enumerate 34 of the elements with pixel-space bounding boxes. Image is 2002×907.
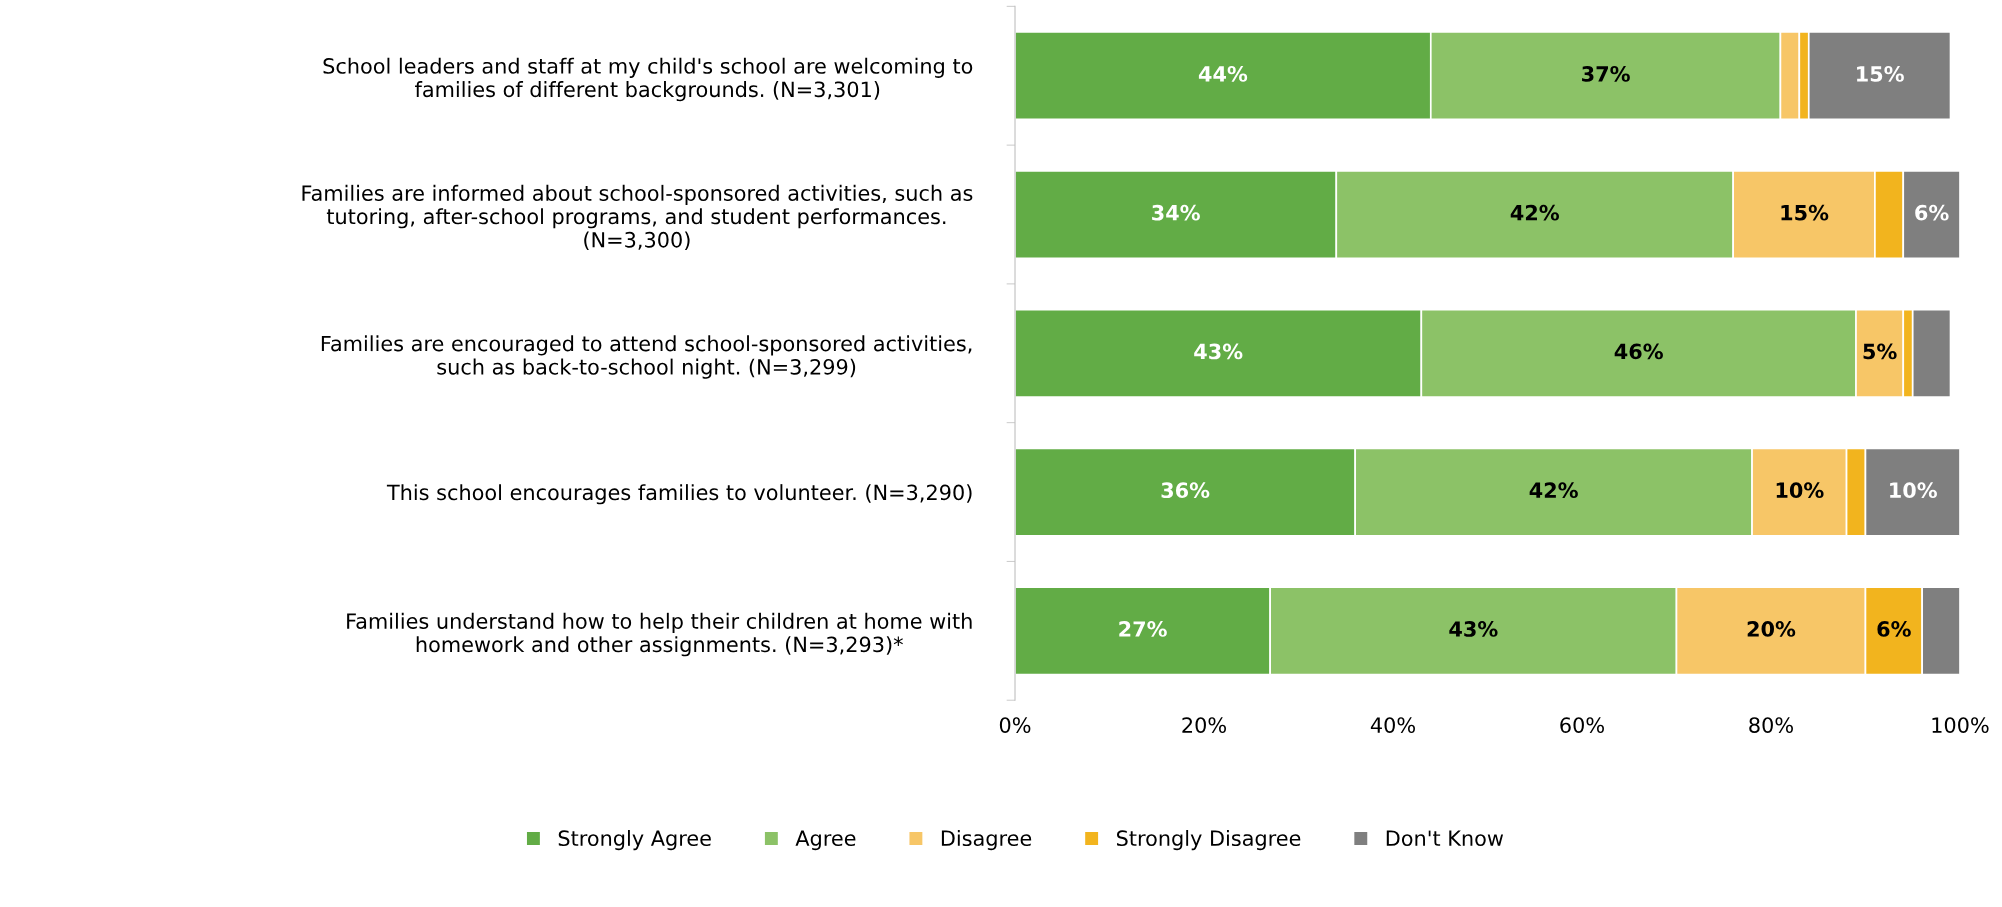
data-label: 44% — [1198, 66, 1248, 82]
legend-label: Strongly Disagree — [1116, 829, 1301, 851]
data-label: 43% — [1449, 621, 1498, 637]
data-label: 20% — [1747, 621, 1796, 637]
y-tick-label: School leaders and staff at my child's school are welcoming to families of different backgrounds. (N=3,301) — [323, 57, 973, 102]
data-label: 27% — [1119, 621, 1167, 637]
data-label: 15% — [1857, 66, 1904, 82]
data-label: 37% — [1582, 66, 1630, 82]
data-label: 43% — [1194, 343, 1243, 360]
data-label: 10% — [1890, 482, 1937, 499]
x-tick-label: 0% — [999, 717, 1031, 733]
data-label: 36% — [1161, 482, 1210, 499]
x-tick-label: 20% — [1182, 717, 1227, 733]
data-label: 42% — [1510, 204, 1559, 221]
data-label: 15% — [1781, 204, 1829, 221]
y-tick-label: Families are informed about school-sponsored activities, such as tutoring, after-school programs, and student performances. (N=3,300) — [302, 184, 973, 251]
legend-label: Strongly Agree — [558, 829, 711, 851]
data-label: 10% — [1776, 482, 1824, 499]
data-label: 42% — [1529, 482, 1578, 499]
data-label: 34% — [1152, 204, 1200, 221]
legend-label: Don't Know — [1386, 830, 1504, 847]
data-label: 5% — [1863, 343, 1897, 360]
x-tick-label: 100% — [1932, 717, 1989, 733]
data-label: 6% — [1915, 204, 1949, 221]
x-tick-label: 60% — [1560, 717, 1604, 733]
y-tick-label: This school encourages families to volunteer. (N=3,290) — [386, 484, 972, 505]
y-tick-label: Families are encouraged to attend school-sponsored activities, such as back-to-school night. (N=3,299) — [321, 335, 972, 379]
x-tick-label: 80% — [1749, 717, 1793, 733]
legend-label: Agree — [795, 830, 856, 851]
legend-label: Disagree — [941, 829, 1032, 851]
data-label: 6% — [1877, 621, 1911, 637]
data-label: 46% — [1614, 343, 1663, 360]
y-tick-label: Families understand how to help their children at home with homework and other assignments. (N=3,293)* — [347, 612, 972, 657]
x-tick-label: 40% — [1370, 717, 1415, 733]
